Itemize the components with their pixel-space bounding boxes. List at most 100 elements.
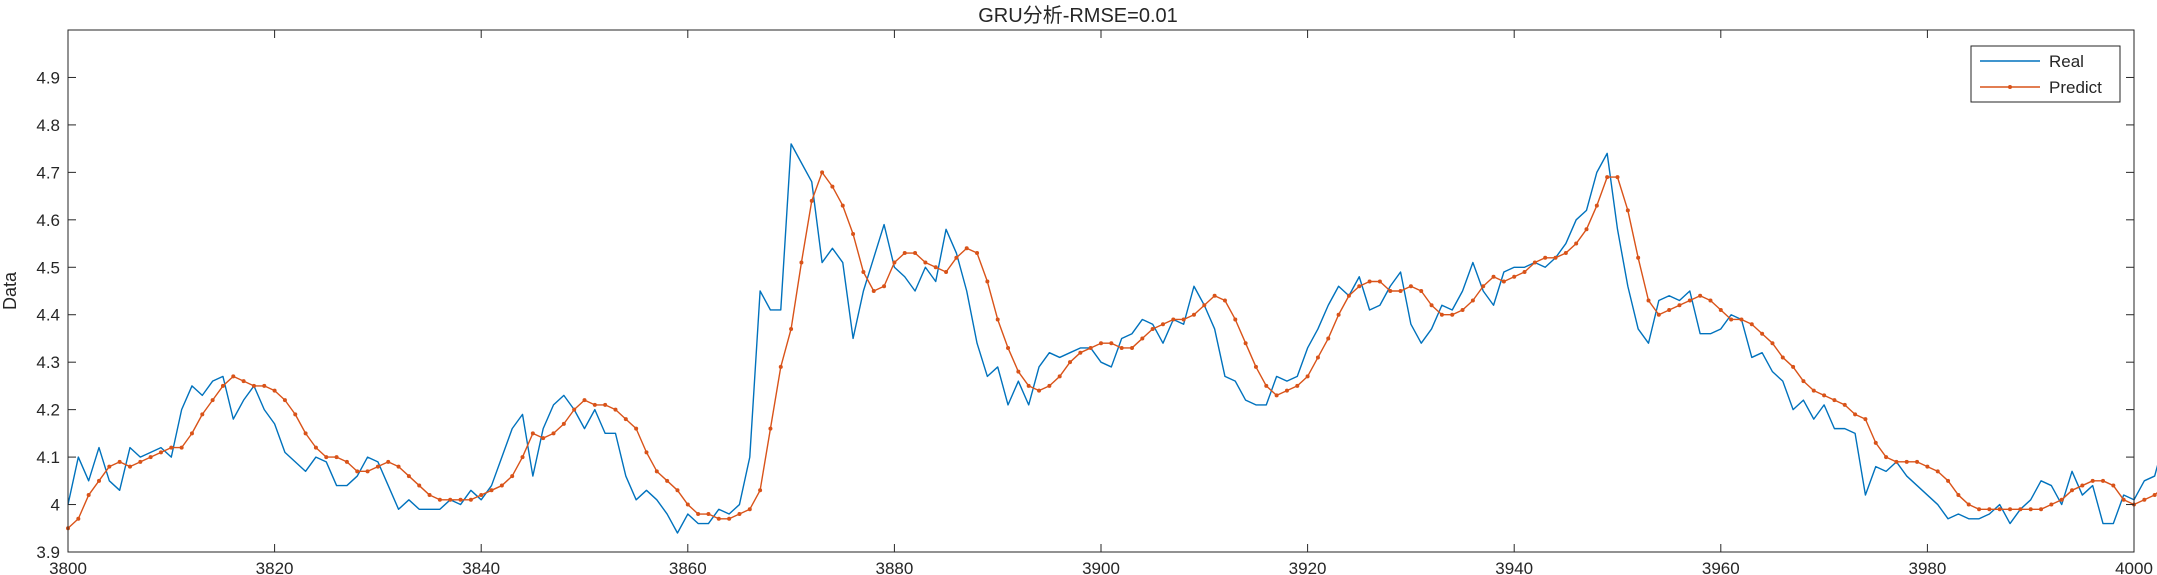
series-predict-point [117,459,122,464]
series-predict-point [1501,279,1506,284]
series-predict-markers [66,170,2157,531]
series-predict-point [1925,464,1930,469]
series-predict-point [613,407,618,412]
series-predict-point [1543,255,1548,260]
series-predict-point [1367,279,1372,284]
series-predict-point [1357,284,1362,289]
series-predict-point [1450,312,1455,317]
series-predict-point [603,402,608,407]
series-predict-point [499,483,504,488]
series-predict-point [231,374,236,379]
series-predict-point [396,464,401,469]
series-predict-point [200,412,205,417]
series-predict-point [1119,345,1124,350]
series-predict-point [561,421,566,426]
series-predict-point [1594,203,1599,208]
series-predict-point [1997,507,2002,512]
series-predict-point [2070,488,2075,493]
series-predict-point [1429,303,1434,308]
series-predict-point [933,265,938,270]
series-predict-point [2039,507,2044,512]
series-predict-point [386,459,391,464]
plot-box [67,29,2135,553]
series-predict-point [2090,478,2095,483]
series-predict-point [830,184,835,189]
series-predict-point [1749,322,1754,327]
series-predict-point [2059,497,2064,502]
x-tick-label: 3980 [1908,559,1946,575]
series-predict-point [634,426,639,431]
series-predict-point [1346,293,1351,298]
series-predict-point [685,502,690,507]
y-tick-label: 4.5 [36,258,60,277]
series-predict-point [1770,341,1775,346]
series-predict-point [1140,336,1145,341]
series-predict-point [220,383,225,388]
series-predict-point [799,260,804,265]
series-predict-point [675,488,680,493]
series-predict-point [1708,298,1713,303]
series-predict-point [1078,350,1083,355]
series-predict-point [2152,493,2157,498]
series-predict-point [1037,388,1042,393]
series-predict-point [1460,307,1465,312]
series-predict-point [1439,312,1444,317]
series-predict-point [1150,326,1155,331]
series-predict-point [541,436,546,441]
x-tick-label: 3860 [669,559,707,575]
series-predict-point [882,284,887,289]
series-predict-point [592,402,597,407]
y-tick-label: 4.1 [36,448,60,467]
series-predict-point [489,488,494,493]
series-predict-point [1553,255,1558,260]
series-predict-point [1884,455,1889,460]
series-predict-point [334,455,339,460]
series-predict-point [210,398,215,403]
series-predict-point [303,431,308,436]
series-predict-point [809,198,814,203]
chart-title: GRU分析-RMSE=0.01 [978,4,1178,27]
series-predict-point [985,279,990,284]
series-predict-point [510,474,515,479]
series-predict-point [1419,289,1424,293]
series-predict-point [871,289,876,293]
series-predict-point [1129,345,1134,350]
series-predict-point [324,455,329,460]
series-predict-point [1388,289,1393,293]
y-tick-label: 3.9 [36,543,60,562]
series-predict-point [127,464,132,469]
series-predict-point [1470,298,1475,303]
series-predict-point [1987,507,1992,512]
series-predict-point [1088,345,1093,350]
series-predict-point [727,516,732,521]
series-predict-point [76,516,81,521]
series-predict-point [1646,298,1651,303]
series-predict-point [427,493,432,498]
y-axis-label: Data [0,271,20,310]
series-predict-point [1605,175,1610,180]
series-predict-point [189,431,194,436]
series-predict-point [1822,393,1827,398]
series-predict-point [1677,303,1682,308]
series-predict-point [1584,227,1589,232]
series-predict-point [737,512,742,517]
series-predict-point [251,383,256,388]
series-predict-point [2142,497,2147,502]
series-predict-point [1099,341,1103,346]
series-predict-point [747,507,752,512]
series-predict-point [179,445,184,450]
series-predict-point [406,474,411,479]
series-predict-point [1729,317,1734,322]
x-tick-label: 3880 [875,559,913,575]
series-predict-point [623,417,628,422]
x-tick-label: 3900 [1082,559,1120,575]
plot-area [68,30,2134,552]
series-predict-point [1006,345,1011,350]
series-predict-point [1739,317,1744,322]
series-real-line [67,143,2157,534]
y-tick-label: 4.6 [36,211,60,230]
series-predict-point [138,459,143,464]
series-predict-point [1966,502,1971,507]
series-predict-point [1047,383,1052,388]
series-predict-point [282,398,287,403]
